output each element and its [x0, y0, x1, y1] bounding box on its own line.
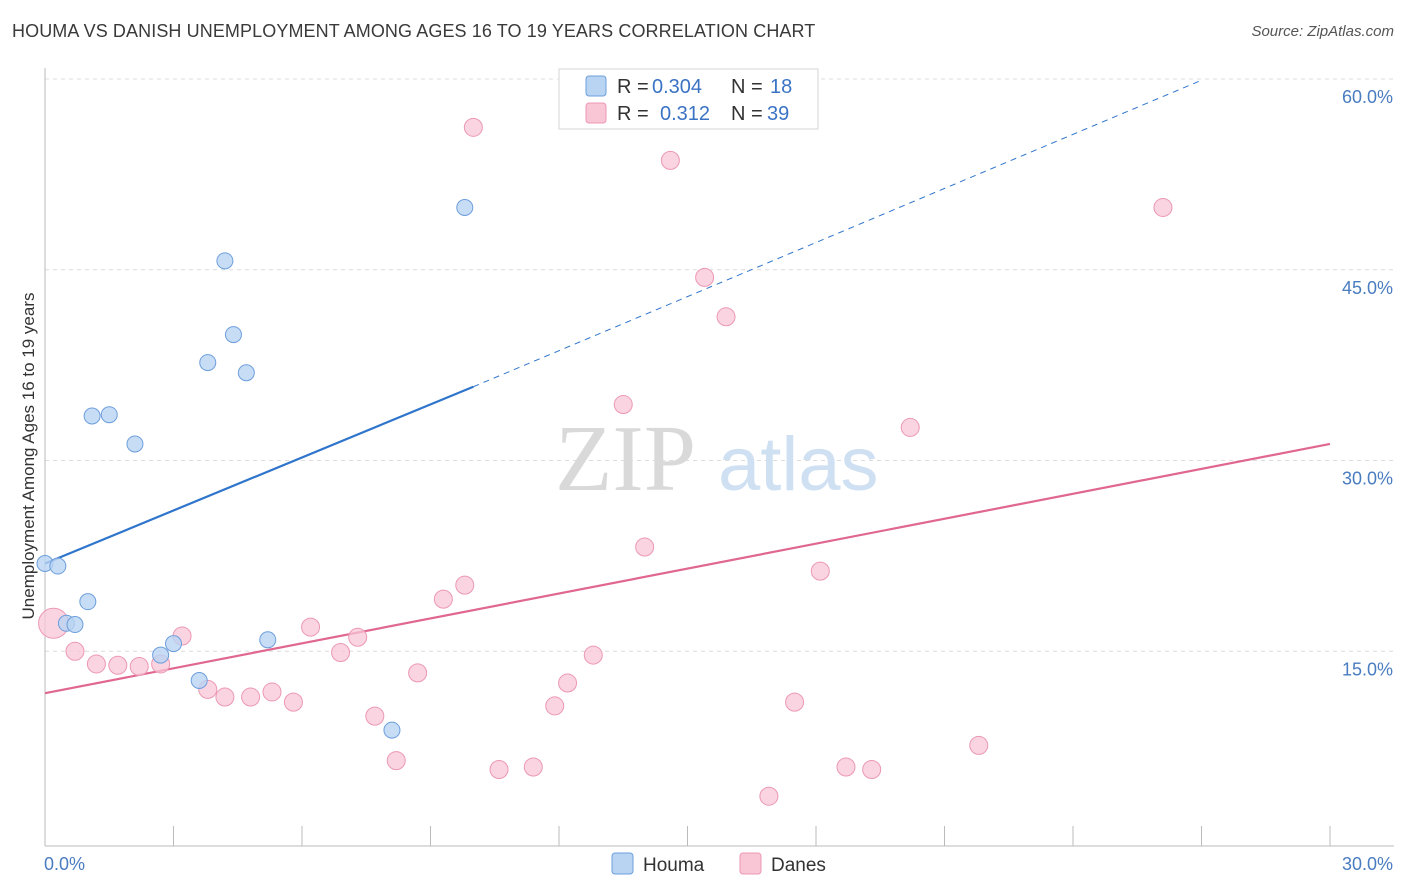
point-houma [190, 671, 208, 689]
point-houma [165, 635, 182, 653]
point-danes [810, 561, 830, 581]
point-danes [65, 641, 85, 661]
y-tick-label: 45.0% [1342, 278, 1393, 298]
point-danes [1153, 197, 1173, 217]
legend-r-value-danes: 0.312 [660, 103, 710, 125]
watermark: ZIP atlas [555, 407, 879, 511]
point-danes [969, 735, 989, 755]
point-danes [262, 682, 282, 702]
point-danes [613, 395, 633, 415]
point-danes [386, 751, 406, 771]
point-danes [695, 267, 715, 287]
point-houma [66, 616, 84, 634]
point-danes [785, 692, 805, 712]
legend-n-label-danes: N = [731, 103, 763, 125]
point-houma [100, 406, 118, 424]
point-danes [759, 786, 779, 806]
point-danes [129, 657, 149, 677]
y-tick-label: 60.0% [1342, 87, 1393, 107]
legend-r-label-houma: R = [617, 76, 649, 98]
point-danes [635, 537, 655, 557]
point-houma [126, 435, 144, 453]
bottom-legend-label-danes: Danes [771, 855, 826, 876]
legend-n-label-houma: N = [731, 76, 763, 98]
bottom-legend: Houma Danes [611, 852, 826, 876]
point-danes [660, 150, 680, 170]
point-danes [348, 627, 368, 647]
watermark-zip: ZIP [555, 407, 696, 511]
trendline-danes [44, 442, 1331, 695]
point-danes [836, 757, 856, 777]
legend-n-value-danes: 39 [767, 103, 789, 125]
watermark-atlas: atlas [718, 422, 879, 507]
point-danes [463, 117, 483, 137]
y-tick-labels: 15.0% 30.0% 45.0% 60.0% [1342, 87, 1393, 679]
point-danes [489, 760, 509, 780]
point-danes [862, 760, 882, 780]
point-danes [331, 643, 351, 663]
point-danes [900, 417, 920, 437]
point-houma [224, 326, 242, 344]
point-danes [583, 645, 603, 665]
y-tick-label: 30.0% [1342, 469, 1393, 489]
x-tick-label-max: 30.0% [1342, 854, 1393, 874]
legend-n-value-houma: 18 [770, 76, 792, 98]
bottom-legend-label-houma: Houma [643, 855, 705, 876]
point-houma [79, 593, 97, 611]
trendlines [44, 79, 1331, 695]
point-houma [259, 631, 277, 649]
point-houma [152, 646, 170, 664]
point-houma [83, 407, 101, 425]
point-danes [365, 706, 385, 726]
point-houma [199, 354, 217, 372]
x-tick-label-min: 0.0% [44, 854, 85, 874]
points [36, 117, 1173, 806]
legend-r-value-houma: 0.304 [652, 76, 702, 98]
point-danes [241, 687, 261, 707]
legend-swatch-houma [585, 75, 607, 97]
point-danes [86, 654, 106, 674]
point-houma [383, 721, 401, 739]
y-axis-label: Unemployment Among Ages 16 to 19 years [19, 293, 38, 620]
point-danes [433, 589, 453, 609]
legend: R = 0.304 N = 18 R = 0.312 N = 39 [558, 68, 819, 130]
point-danes [301, 617, 321, 637]
point-danes [558, 673, 578, 693]
x-tick-labels: 0.0% 30.0% [44, 854, 1393, 874]
trendline-houma [44, 385, 474, 565]
point-danes [523, 757, 543, 777]
y-tick-label: 15.0% [1342, 659, 1393, 679]
point-houma [49, 557, 67, 575]
point-danes [545, 696, 565, 716]
source-label: Source: ZipAtlas.com [1251, 23, 1394, 40]
point-danes [455, 575, 475, 595]
point-houma [456, 198, 474, 216]
point-danes [108, 655, 128, 675]
chart-title: HOUMA VS DANISH UNEMPLOYMENT AMONG AGES … [12, 21, 816, 41]
point-houma [237, 364, 255, 382]
point-houma [216, 252, 234, 270]
point-danes [408, 663, 428, 683]
bottom-legend-swatch-houma [611, 852, 634, 875]
point-danes [716, 307, 736, 327]
axes [44, 68, 1394, 847]
legend-swatch-danes [585, 102, 607, 124]
bottom-legend-swatch-danes [739, 852, 762, 875]
point-danes [283, 692, 303, 712]
point-danes [215, 687, 235, 707]
legend-r-label-danes: R = [617, 103, 649, 125]
